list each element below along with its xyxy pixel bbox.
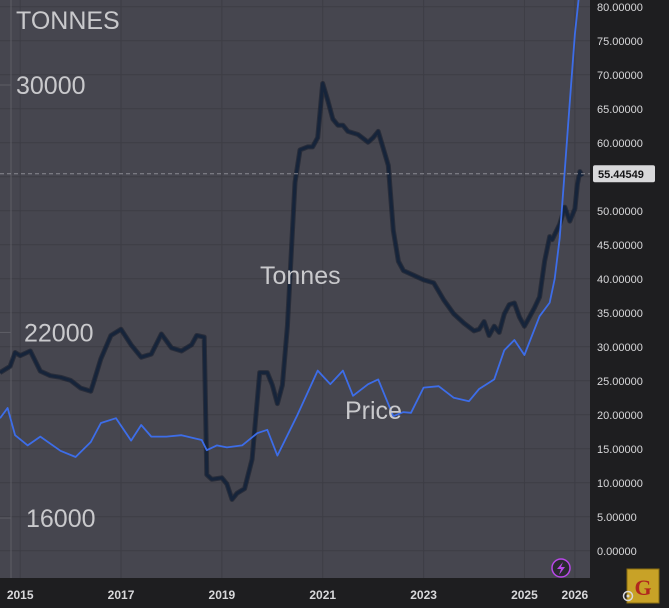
price-tick-label: 50.00000: [597, 206, 643, 218]
price-tick-label: 45.00000: [597, 240, 643, 252]
tonnes-unit-label: TONNES: [16, 7, 120, 35]
price-tick-labels: 0.00000 5.00000 10.00000 15.00000 20.00000 25…: [597, 2, 643, 558]
current-price-label: 55.44549: [598, 169, 644, 181]
tonnes-line: [0, 82, 584, 501]
price-tick-label: 70.00000: [597, 70, 643, 82]
tonnes-tick-label: 16000: [26, 505, 96, 533]
time-tick-label: 2015: [7, 588, 34, 602]
time-tick-label: 2019: [209, 588, 236, 602]
price-axis: [590, 0, 669, 578]
price-tick-label: 5.00000: [597, 512, 637, 524]
price-line: [0, 0, 580, 458]
price-tick-label: 20.00000: [597, 410, 643, 422]
price-tick-label: 75.00000: [597, 36, 643, 48]
price-tick-label: 10.00000: [597, 478, 643, 490]
settings-gear-icon[interactable]: [622, 590, 634, 602]
tonnes-annotation: Tonnes: [260, 262, 341, 290]
tonnes-axis-labels: TONNES 30000 22000 16000: [16, 7, 120, 533]
price-tick-label: 0.00000: [597, 546, 637, 558]
price-tick-label: 60.00000: [597, 138, 643, 150]
series-annotations: Tonnes Price: [260, 262, 402, 425]
tonnes-tick-label: 30000: [16, 72, 86, 100]
tonnes-tick-label: 22000: [24, 319, 94, 347]
price-tick-label: 40.00000: [597, 274, 643, 286]
series-layer: [0, 0, 585, 502]
price-tick-label: 35.00000: [597, 308, 643, 320]
price-tick-label: 80.00000: [597, 2, 643, 14]
price-tick-label: 30.00000: [597, 342, 643, 354]
time-axis: [0, 578, 669, 608]
price-tick-label: 65.00000: [597, 104, 643, 116]
time-tick-label: 2023: [410, 588, 437, 602]
flash-icon[interactable]: [551, 558, 571, 578]
svg-text:G: G: [634, 575, 651, 600]
price-tick-label: 15.00000: [597, 444, 643, 456]
time-tick-label: 2017: [108, 588, 135, 602]
price-annotation: Price: [345, 397, 402, 425]
plot-area: [0, 0, 590, 578]
time-tick-labels: 2015 2017 2019 2021 2023 2025 2026: [7, 588, 589, 602]
price-tick-label: 25.00000: [597, 376, 643, 388]
time-tick-label: 2026: [562, 588, 589, 602]
time-tick-label: 2021: [309, 588, 336, 602]
current-price-tag: 55.44549: [593, 165, 655, 183]
time-tick-label: 2025: [511, 588, 538, 602]
